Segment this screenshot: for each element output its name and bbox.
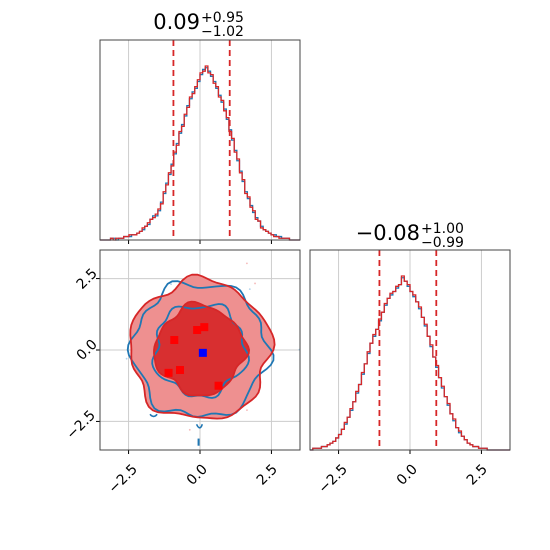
x-tick-labels-right: −2.5 0.0 2.5 [315,462,490,497]
marginal-histogram-x [99,39,301,244]
sample-dot [246,262,248,265]
sample-dot [246,409,248,412]
sample-dot [188,428,191,431]
title-y: −0.08 +1.00 −0.99 [356,221,464,251]
tick-label: 0.0 [74,337,101,364]
title-y-upper: +1.00 [421,221,464,237]
panel-frame [309,249,511,451]
tick-label: 2.5 [74,266,101,293]
y-tick-labels-joint: 2.5 0.0 −2.5 [63,266,100,443]
joint-contour-panel [96,249,301,454]
red-contour-outer [129,273,276,420]
blue-contour-fragment [149,413,158,418]
blue-contour-fragment [195,423,204,429]
title-x: 0.09 +0.95 −1.02 [153,10,244,40]
panel-frame [99,249,301,451]
tick-label: 2.5 [464,462,491,489]
red-point [164,368,173,377]
red-point [176,366,184,374]
marginal-histogram-y [309,249,511,454]
red-point [193,326,202,334]
tick-label: −2.5 [105,462,140,497]
tick-label: −2.5 [63,407,98,442]
red-point [214,381,223,390]
histogram-series [100,65,300,241]
histogram-series [310,275,510,451]
red-point [170,336,179,344]
sample-dot [170,283,172,286]
title-y-lower: −0.99 [421,235,464,251]
red-point [200,323,209,332]
title-x-lower: −1.02 [201,24,244,40]
sample-dot [254,282,256,285]
x-tick-labels-left: −2.5 0.0 2.5 [105,462,280,497]
panel-frame [99,39,301,241]
tick-label: 0.0 [394,462,421,489]
title-x-upper: +0.95 [201,10,244,26]
tick-label: −2.5 [315,462,350,497]
sample-dot [125,357,128,360]
truth-marker [198,348,207,357]
title-x-median: 0.09 [153,10,200,34]
tick-label: 0.0 [184,462,211,489]
tick-label: 2.5 [254,462,281,489]
sample-dot [248,288,251,291]
title-y-median: −0.08 [356,221,420,245]
